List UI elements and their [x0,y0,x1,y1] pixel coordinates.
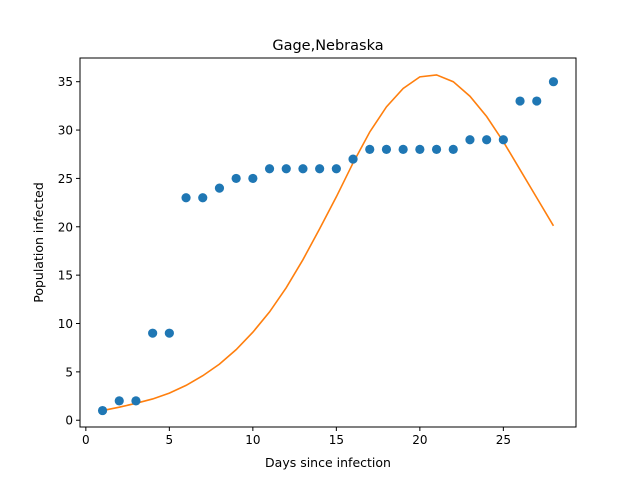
data-point [465,135,475,145]
y-tick-label: 0 [65,414,73,428]
data-point [281,164,291,174]
data-point [131,396,141,406]
y-tick-label: 10 [58,317,73,331]
data-point [214,183,225,193]
data-point [515,96,525,106]
x-tick-label: 20 [412,433,427,447]
y-axis-label: Population infected [31,182,46,303]
data-point [97,405,108,416]
y-tick-label: 20 [58,220,73,234]
fit-line [102,74,555,412]
data-point [415,144,425,154]
data-point [532,96,542,106]
x-tick-label: 15 [329,433,344,447]
data-point [498,135,508,145]
x-tick-label: 10 [245,433,260,447]
data-point [431,144,442,154]
data-point [315,164,325,174]
data-point [248,173,258,184]
data-point [231,173,241,184]
y-tick-label: 5 [65,365,73,379]
data-point [164,328,174,338]
chart-title: Gage,Nebraska [272,38,383,54]
data-point [398,144,408,154]
x-axis-label: Days since infection [265,455,391,470]
axis-ticks: 0 5 10 15 20 25 0 5 10 15 20 25 30 35 [58,75,511,447]
data-point [181,193,191,203]
data-point [482,135,492,145]
data-point [331,164,341,174]
data-point [114,396,124,406]
plot-area [97,74,559,416]
data-point [448,144,458,154]
data-point [365,144,375,154]
data-point [381,144,392,154]
y-tick-label: 15 [58,269,73,283]
data-point [198,193,208,203]
data-point [264,164,275,174]
x-tick-label: 25 [496,433,511,447]
x-tick-label: 0 [82,433,90,447]
x-tick-label: 5 [166,433,174,447]
y-tick-label: 35 [58,75,73,89]
data-point [348,154,358,164]
axes-frame [79,57,577,428]
data-point [548,77,559,87]
y-tick-label: 25 [58,172,73,186]
y-tick-label: 30 [58,124,73,138]
data-point [148,328,158,338]
data-point [298,164,308,174]
